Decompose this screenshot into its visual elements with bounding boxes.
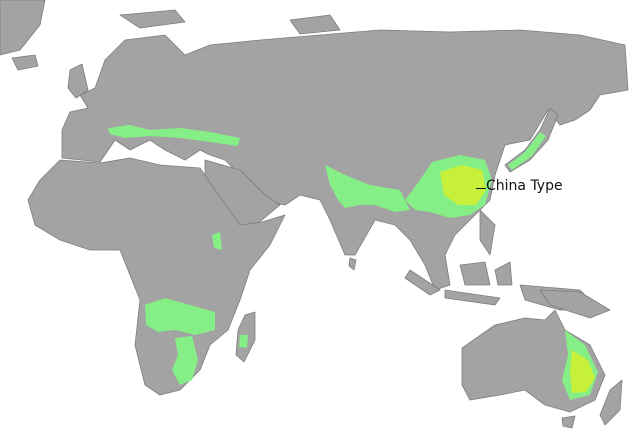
zone-east-australia-core xyxy=(570,350,595,393)
zone-madagascar xyxy=(239,335,248,348)
landmass-iceland xyxy=(11,54,39,71)
landmass-arctic-islands xyxy=(119,9,341,35)
landmass-tasmania xyxy=(561,415,576,429)
label-leader-line xyxy=(476,188,486,189)
zone-south-china-core xyxy=(440,165,486,205)
landmass-greenland xyxy=(0,0,46,56)
zone-mediterranean-europe xyxy=(108,125,240,146)
landmass-eurasia xyxy=(61,29,629,291)
landmass-sri-lanka xyxy=(348,257,357,271)
zone-japan xyxy=(508,132,546,170)
landmass-new-guinea xyxy=(539,289,611,319)
zone-ethiopia xyxy=(212,232,222,250)
landmass-britain xyxy=(67,63,89,99)
zone-southeast-africa xyxy=(172,336,198,385)
landmass-africa xyxy=(27,157,286,396)
zone-north-india xyxy=(325,165,410,212)
zone-southern-africa xyxy=(145,298,215,335)
landmass-japan xyxy=(504,107,559,173)
china-type-label: China Type xyxy=(486,178,563,194)
landmass-new-zealand xyxy=(599,379,623,426)
